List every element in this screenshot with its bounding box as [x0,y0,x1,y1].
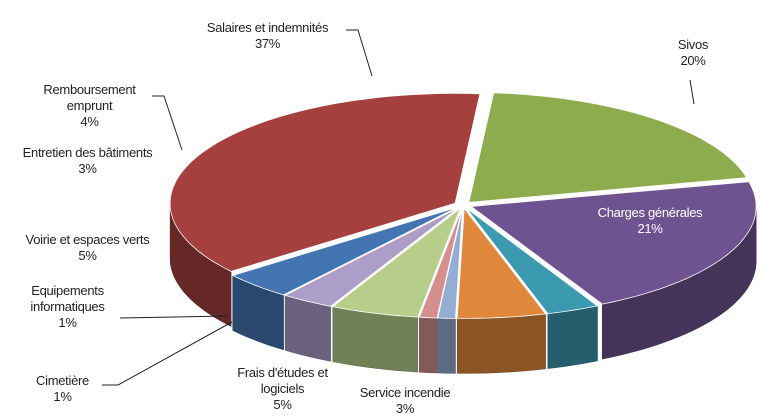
slice-label: Sivos 20% [653,37,733,69]
slice-side [437,317,456,374]
slice [169,93,481,272]
slice-name: Cimetière [36,373,89,388]
slice-percent: 3% [78,161,97,176]
slice-label: Service incendie 3% [335,385,475,417]
slice-percent: 1% [58,315,77,330]
slice-label: Equipements informatiques 1% [5,283,130,331]
slice [470,181,757,305]
walls [169,203,757,374]
slice-label: Cimetière 1% [10,373,115,405]
slice-name: Remboursement emprunt [43,82,136,113]
slice [331,207,462,318]
slice [437,208,463,319]
leader-line [689,79,695,105]
slice-percent: 3% [395,401,415,416]
slice-label: Voirie et espaces verts 5% [5,232,170,264]
leader-line [346,29,373,77]
slice-name: Equipements informatiques [30,283,105,314]
tops [169,92,757,319]
slice-side [547,305,598,369]
slice-name: Charges générales [597,205,703,220]
leader-line [152,95,183,151]
slice [284,207,459,307]
slice-label: Entretien des bâtiments 3% [5,145,170,177]
slice-label: Charges générales 21% [560,205,740,237]
slice [468,92,748,203]
slice-label: Salaires et indemnités 37% [180,20,355,52]
slice [418,208,463,319]
slice-percent: 37% [254,36,281,51]
slice-label: Frais d'études et logiciels 5% [220,365,345,413]
slice-name: Service incendie [359,385,451,400]
slice [231,207,457,296]
slice-name: Salaires et indemnités [206,20,329,35]
slice-percent: 4% [80,114,99,129]
slice-name: Entretien des bâtiments [22,145,153,160]
slice-name: Frais d'études et logiciels [237,365,328,396]
slice-percent: 1% [53,389,72,404]
leader-line [102,321,233,386]
slice-side [419,316,438,374]
slice-label: Remboursement emprunt 4% [22,82,157,130]
slice-name: Voirie et espaces verts [25,232,150,247]
slice-name: Sivos [677,37,709,52]
slice [456,207,547,319]
slice [466,207,599,315]
slice-percent: 20% [680,53,706,68]
slice-side [456,313,546,374]
slice-percent: 5% [273,397,292,412]
slice-percent: 5% [78,248,97,263]
leader-line [119,315,229,319]
slice-percent: 21% [637,221,663,236]
